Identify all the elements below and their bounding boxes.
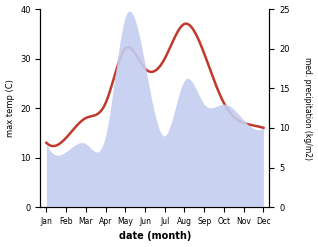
Y-axis label: med. precipitation (kg/m2): med. precipitation (kg/m2) [303,57,313,160]
Y-axis label: max temp (C): max temp (C) [5,79,15,137]
X-axis label: date (month): date (month) [119,231,191,242]
